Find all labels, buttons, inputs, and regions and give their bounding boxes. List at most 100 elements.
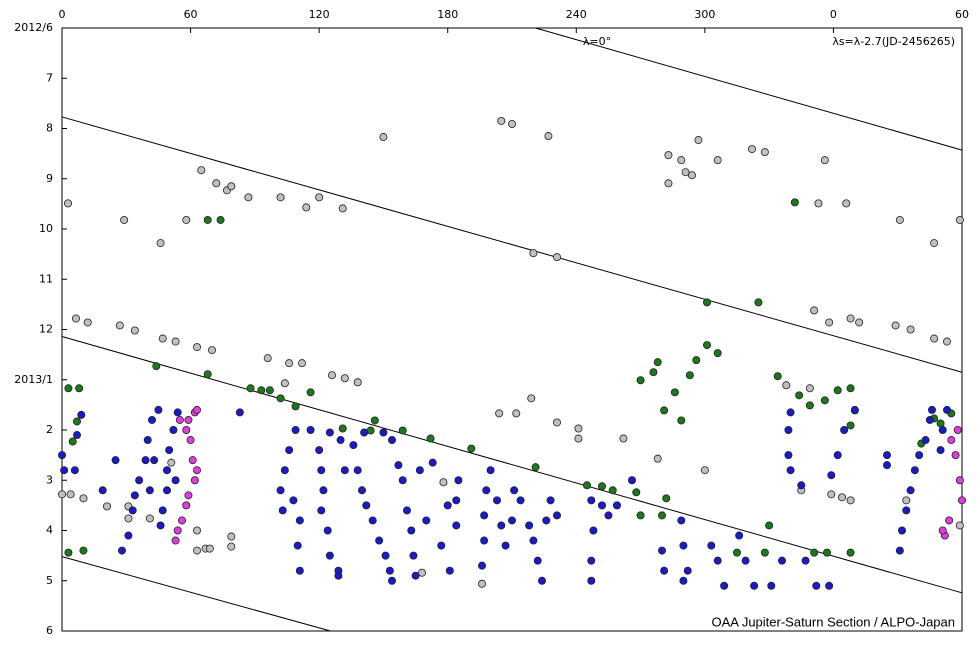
point bbox=[407, 526, 416, 535]
plot-frame bbox=[61, 27, 963, 632]
point bbox=[165, 446, 174, 455]
point bbox=[205, 544, 214, 553]
point bbox=[64, 199, 73, 208]
point bbox=[782, 381, 791, 390]
point bbox=[955, 476, 964, 485]
point bbox=[192, 546, 201, 555]
point bbox=[227, 542, 236, 551]
point bbox=[428, 458, 437, 467]
point bbox=[670, 388, 679, 397]
point bbox=[823, 548, 832, 557]
point bbox=[66, 490, 75, 499]
point bbox=[143, 436, 152, 445]
point bbox=[902, 496, 911, 505]
point bbox=[883, 461, 892, 470]
point bbox=[574, 424, 583, 433]
point bbox=[760, 548, 769, 557]
x-tick-label: 300 bbox=[694, 8, 715, 21]
point bbox=[327, 371, 336, 380]
point bbox=[285, 359, 294, 368]
point bbox=[162, 466, 171, 475]
point bbox=[415, 466, 424, 475]
point bbox=[325, 551, 334, 560]
point bbox=[943, 337, 952, 346]
point bbox=[713, 556, 722, 565]
point bbox=[703, 341, 712, 350]
point bbox=[207, 346, 216, 355]
point bbox=[417, 568, 426, 577]
point bbox=[583, 481, 592, 490]
point bbox=[353, 466, 362, 475]
point bbox=[553, 418, 562, 427]
point bbox=[495, 409, 504, 418]
point bbox=[306, 388, 315, 397]
point bbox=[387, 436, 396, 445]
point bbox=[289, 496, 298, 505]
point bbox=[171, 536, 180, 545]
point bbox=[820, 396, 829, 405]
point bbox=[679, 541, 688, 550]
point bbox=[340, 466, 349, 475]
point bbox=[293, 541, 302, 550]
point bbox=[188, 456, 197, 465]
point bbox=[315, 446, 324, 455]
point bbox=[955, 215, 964, 224]
point bbox=[443, 501, 452, 510]
point bbox=[216, 215, 225, 224]
point bbox=[825, 581, 834, 590]
y-tick-label: 5 bbox=[46, 574, 53, 587]
point bbox=[276, 394, 285, 403]
point bbox=[177, 516, 186, 525]
point bbox=[546, 496, 555, 505]
point bbox=[437, 541, 446, 550]
y-tick-label: 10 bbox=[39, 222, 53, 235]
point bbox=[692, 356, 701, 365]
point bbox=[660, 566, 669, 575]
point bbox=[906, 486, 915, 495]
point bbox=[454, 476, 463, 485]
point bbox=[297, 359, 306, 368]
point bbox=[182, 425, 191, 434]
point bbox=[636, 511, 645, 520]
point bbox=[323, 526, 332, 535]
x-tick-label: 120 bbox=[309, 8, 330, 21]
annotation: λ=0° bbox=[583, 35, 611, 48]
point bbox=[190, 476, 199, 485]
point bbox=[128, 506, 137, 515]
point bbox=[295, 566, 304, 575]
point bbox=[422, 516, 431, 525]
point bbox=[512, 409, 521, 418]
point bbox=[426, 434, 435, 443]
point bbox=[713, 349, 722, 358]
point bbox=[317, 466, 326, 475]
point bbox=[936, 446, 945, 455]
point bbox=[703, 298, 712, 307]
point bbox=[760, 148, 769, 157]
point bbox=[111, 456, 120, 465]
point bbox=[124, 531, 133, 540]
point bbox=[795, 391, 804, 400]
point bbox=[538, 576, 547, 585]
point bbox=[154, 405, 163, 414]
point bbox=[915, 451, 924, 460]
point bbox=[679, 576, 688, 585]
point bbox=[797, 481, 806, 490]
point bbox=[362, 501, 371, 510]
point bbox=[850, 405, 859, 414]
point bbox=[402, 506, 411, 515]
point bbox=[77, 410, 86, 419]
point bbox=[707, 541, 716, 550]
y-tick-label: 9 bbox=[46, 172, 53, 185]
point bbox=[855, 318, 864, 327]
point bbox=[130, 491, 139, 500]
drift-line bbox=[61, 556, 331, 632]
point bbox=[120, 215, 129, 224]
point bbox=[636, 376, 645, 385]
point bbox=[587, 556, 596, 565]
point bbox=[58, 451, 67, 460]
point bbox=[713, 156, 722, 165]
point bbox=[895, 215, 904, 224]
y-tick-label: 8 bbox=[46, 122, 53, 135]
x-tick-label: 60 bbox=[184, 8, 198, 21]
point bbox=[951, 451, 960, 460]
